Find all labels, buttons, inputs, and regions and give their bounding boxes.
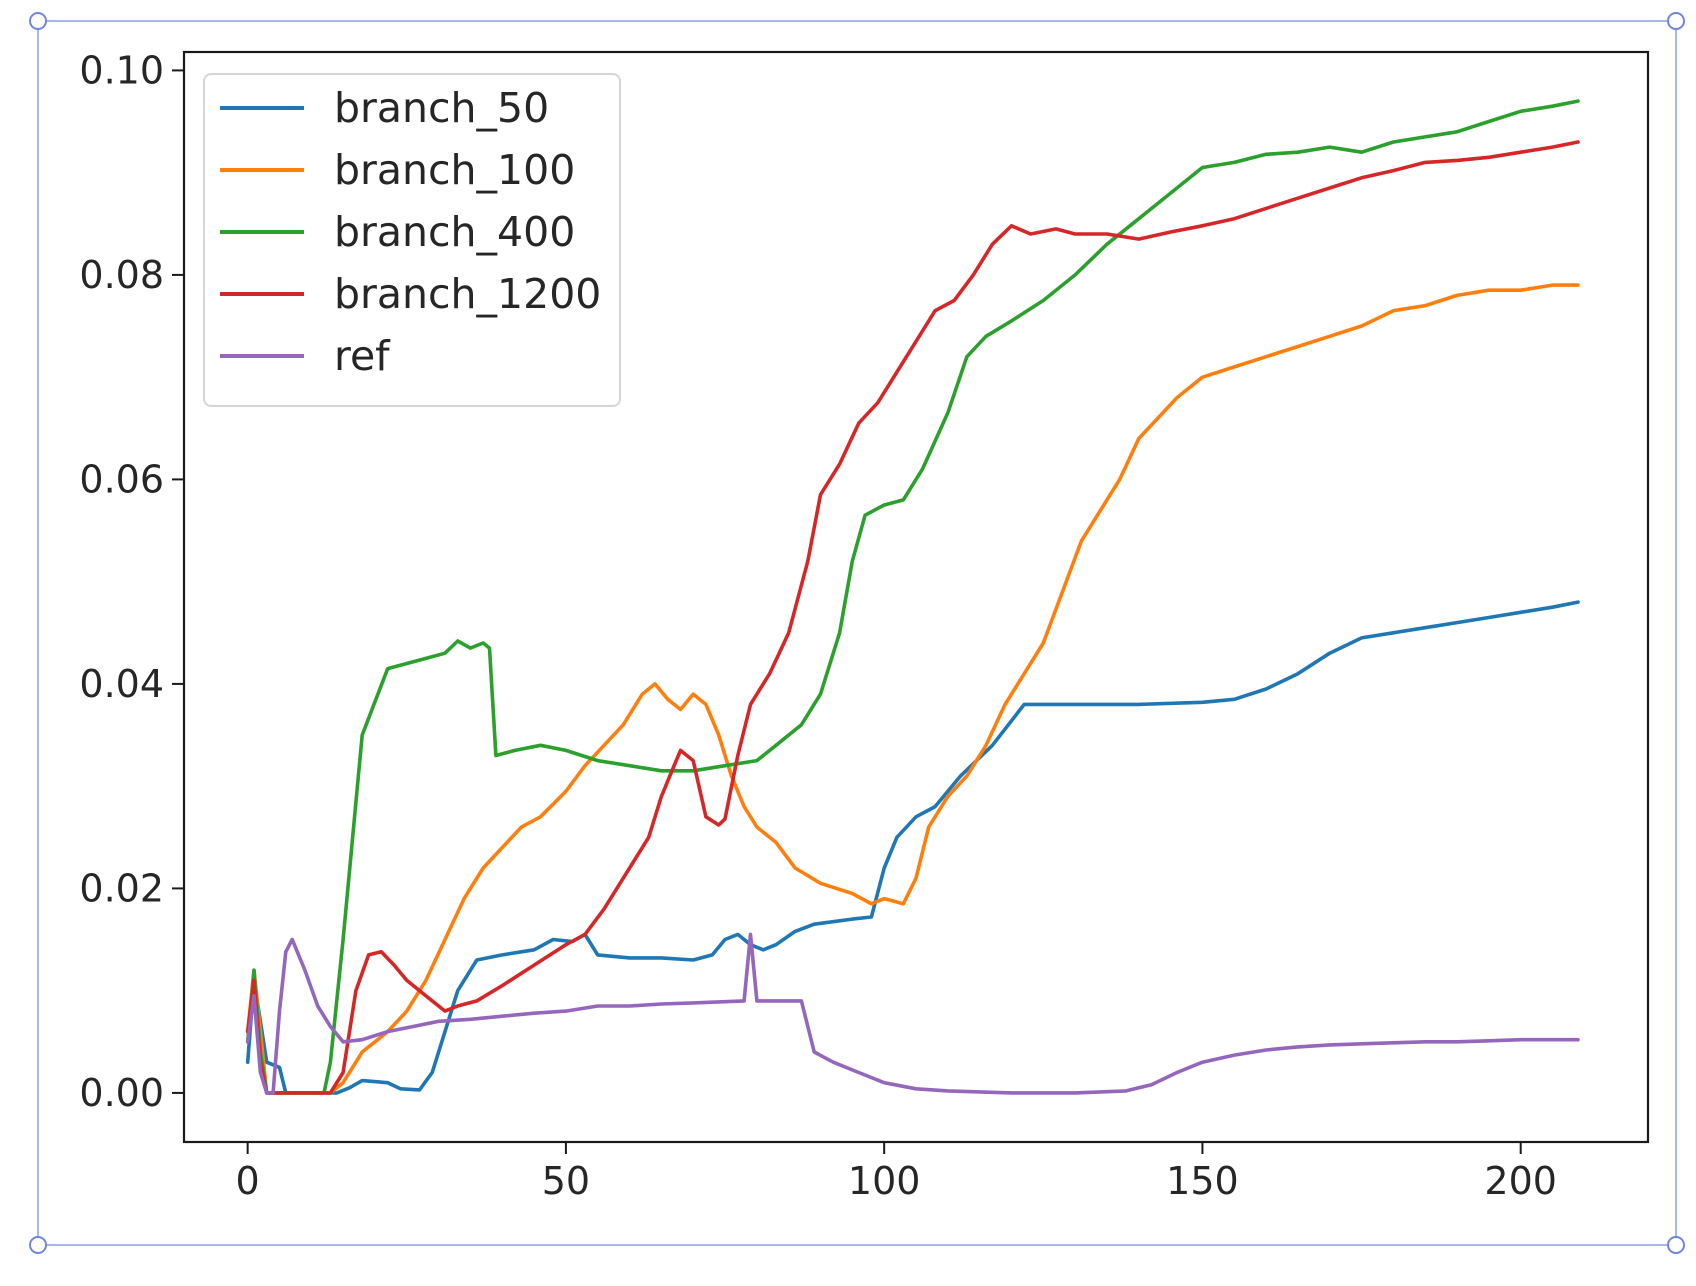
selection-frame[interactable] — [29, 12, 1685, 1254]
series-line-ref — [245, 932, 1580, 1095]
y-tick-label: 0.08 — [79, 253, 164, 297]
y-tick-label: 0.02 — [79, 866, 164, 910]
series-line-branch_100 — [245, 283, 1580, 1095]
x-axis: 0 50 100 150 200 — [236, 1142, 1557, 1203]
y-axis: 0.00 0.02 0.04 0.06 0.08 0.10 — [79, 48, 184, 1115]
legend-label-ref: ref — [334, 332, 391, 380]
x-tick-label: 150 — [1166, 1159, 1239, 1203]
resize-handle-top-right[interactable] — [1667, 12, 1685, 30]
resize-handle-bottom-left[interactable] — [29, 1236, 47, 1254]
legend-label-branch_1200: branch_1200 — [334, 270, 601, 318]
axes-frame — [182, 50, 1650, 1144]
y-tick-label: 0.04 — [79, 662, 164, 706]
legend: branch_50 branch_100 branch_400 branch_1200… — [203, 73, 621, 407]
y-tick-label: 0.06 — [79, 457, 164, 501]
x-tick-label: 0 — [236, 1159, 260, 1203]
series-line-branch_400 — [245, 99, 1580, 1095]
x-tick-label: 200 — [1484, 1159, 1557, 1203]
resize-handle-bottom-right[interactable] — [1667, 1236, 1685, 1254]
x-tick-label: 50 — [542, 1159, 590, 1203]
plot-area: 0 50 100 150 200 0.00 0.02 0.04 0.06 0.08 0.10 br… — [79, 48, 1650, 1203]
resize-handle-top-left[interactable] — [29, 12, 47, 30]
series-layer — [245, 99, 1580, 1095]
legend-box — [203, 73, 621, 407]
legend-label-branch_400: branch_400 — [334, 208, 575, 256]
y-tick-label: 0.00 — [79, 1071, 164, 1115]
x-tick-label: 100 — [848, 1159, 921, 1203]
legend-label-branch_50: branch_50 — [334, 84, 549, 132]
series-line-branch_1200 — [245, 140, 1580, 1095]
legend-label-branch_100: branch_100 — [334, 146, 575, 194]
y-tick-label: 0.10 — [79, 48, 164, 92]
